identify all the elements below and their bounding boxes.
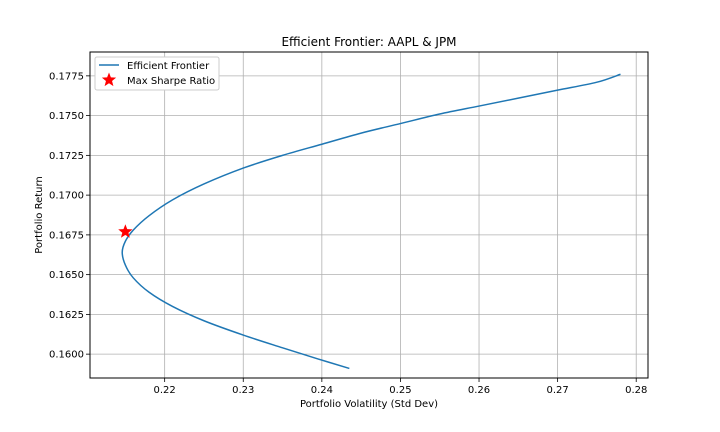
x-axis-ticks: 0.22 0.23 0.24 0.25 0.26 0.27 0.28 [154,378,647,396]
x-tick-label: 0.26 [468,385,490,396]
efficient-frontier-line [121,73,621,370]
grid [90,52,648,378]
x-tick-label: 0.27 [546,385,568,396]
x-tick-label: 0.28 [625,385,647,396]
legend-box [94,56,220,91]
y-axis-label: Portfolio Return [34,176,45,254]
y-tick-label: 0.1675 [49,230,84,241]
x-axis-label: Portfolio Volatility (Std Dev) [300,399,438,410]
y-tick-label: 0.1750 [49,111,84,122]
y-tick-label: 0.1725 [49,151,84,162]
y-tick-label: 0.1625 [49,310,84,321]
plot-frame [89,51,649,379]
y-tick-label: 0.1775 [49,71,84,82]
y-tick-label: 0.1600 [49,350,84,361]
x-tick-label: 0.25 [389,385,411,396]
x-tick-label: 0.24 [311,385,333,396]
x-tick-label: 0.22 [154,385,176,396]
max-sharpe-star-marker [118,224,133,238]
chart-title: Efficient Frontier: AAPL & JPM [281,35,456,49]
plot-series [118,73,621,370]
y-tick-label: 0.1700 [49,191,84,202]
y-axis-ticks: 0.1600 0.1625 0.1650 0.1675 0.1700 0.1725 0.17… [49,71,90,361]
x-tick-label: 0.23 [232,385,254,396]
y-tick-label: 0.1650 [49,270,84,281]
legend-label-max-sharpe: Max Sharpe Ratio [127,76,215,87]
legend: Efficient Frontier Max Sharpe Ratio [94,56,220,91]
legend-label-efficient-frontier: Efficient Frontier [127,61,210,72]
legend-star-marker-icon [101,72,117,87]
